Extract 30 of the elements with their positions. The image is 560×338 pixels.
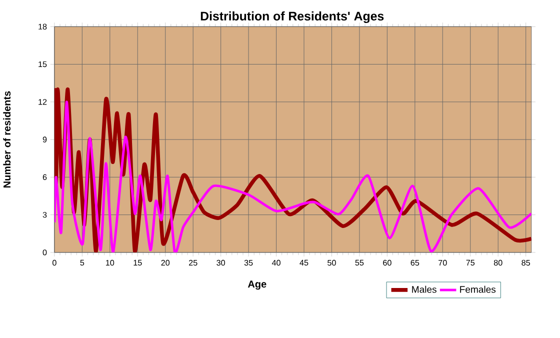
y-tick-label: 0 bbox=[42, 250, 47, 256]
x-tick-label: 35 bbox=[244, 260, 253, 266]
x-tick-label: 20 bbox=[161, 260, 170, 266]
y-tick-label: 6 bbox=[42, 174, 47, 180]
legend-label: Males bbox=[412, 286, 436, 293]
x-tick-label: 25 bbox=[188, 260, 198, 266]
x-tick-label: 65 bbox=[410, 260, 420, 266]
x-tick-label: 30 bbox=[216, 260, 226, 266]
y-tick-label: 18 bbox=[38, 24, 47, 30]
x-tick-label: 10 bbox=[106, 260, 114, 266]
x-tick-label: 15 bbox=[134, 260, 142, 266]
y-tick-label: 12 bbox=[38, 99, 47, 105]
x-tick-label: 75 bbox=[466, 260, 475, 266]
y-tick-label: 3 bbox=[42, 212, 47, 218]
legend-label: Females bbox=[460, 286, 496, 293]
y-tick-label: 9 bbox=[42, 136, 47, 143]
y-axis-title: Number of residents bbox=[3, 91, 11, 188]
chart-title: Distribution of Residents' Ages bbox=[200, 12, 384, 24]
x-tick-label: 45 bbox=[300, 260, 308, 266]
x-tick-label: 85 bbox=[522, 260, 530, 266]
x-tick-label: 60 bbox=[383, 260, 392, 266]
x-tick-label: 0 bbox=[52, 260, 56, 266]
x-tick-label: 40 bbox=[272, 260, 280, 266]
x-axis-title: Age bbox=[248, 280, 266, 290]
x-tick-label: 80 bbox=[494, 260, 502, 266]
x-tick-label: 70 bbox=[438, 260, 447, 266]
y-tick-label: 15 bbox=[38, 62, 47, 68]
x-tick-label: 55 bbox=[355, 260, 364, 266]
x-tick-label: 50 bbox=[328, 260, 336, 266]
x-tick-label: 5 bbox=[80, 260, 84, 266]
